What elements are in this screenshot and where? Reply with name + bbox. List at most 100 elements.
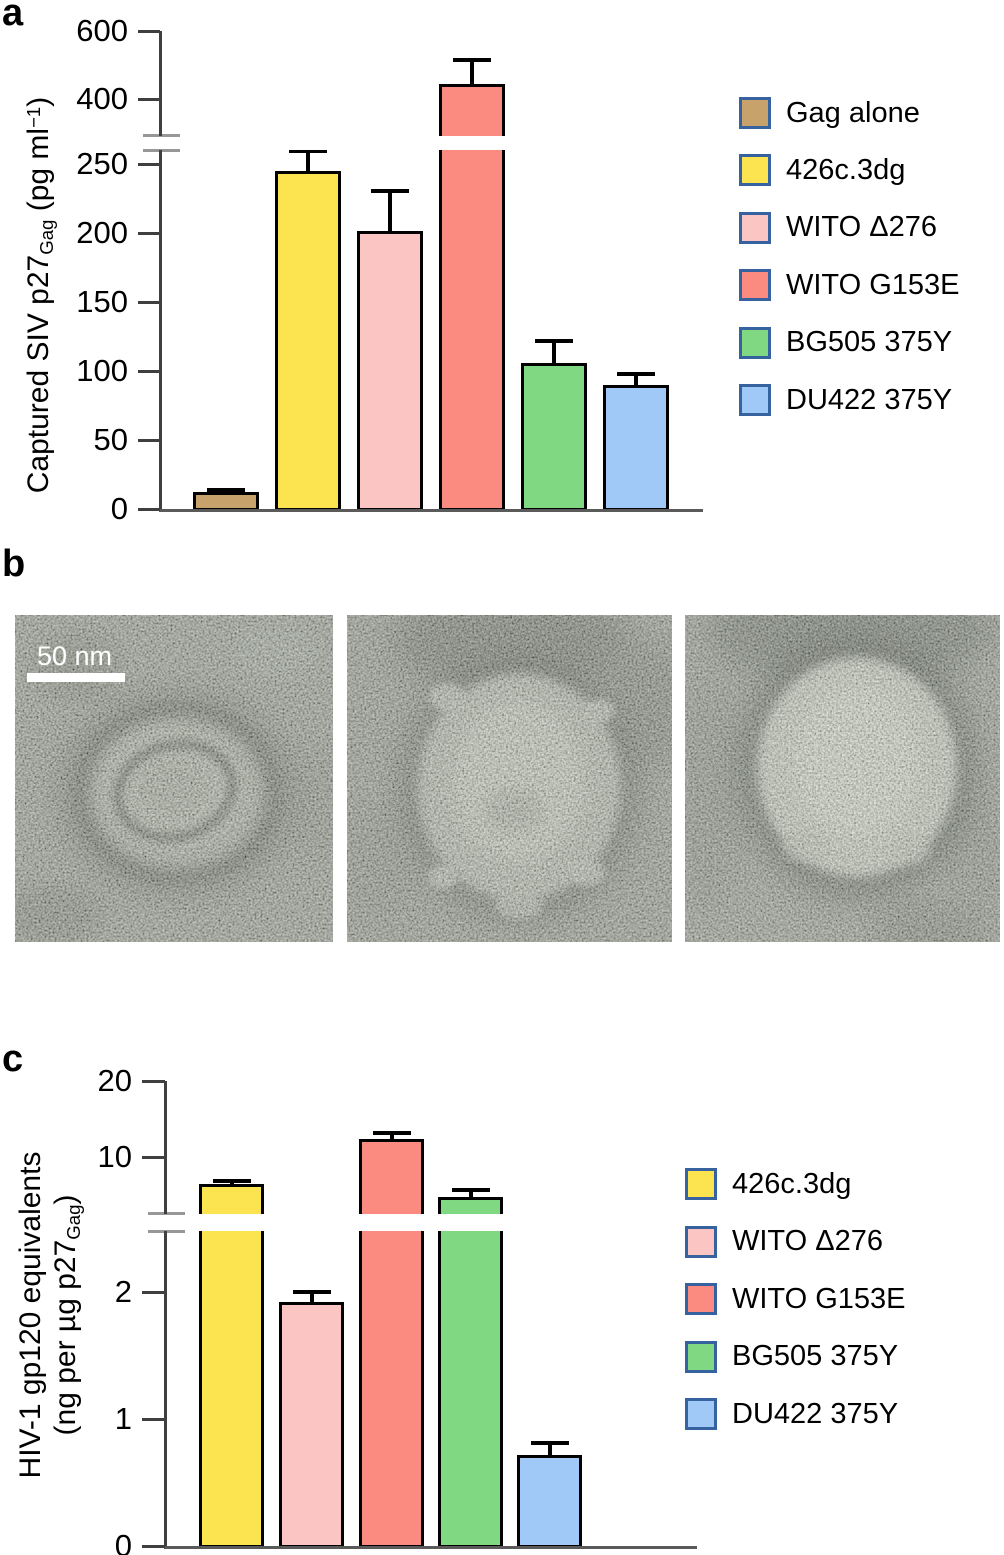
panel-c-y-axis-upper: [164, 1081, 167, 1214]
bar-c-wito-g153e: [359, 1138, 424, 1548]
legend-swatch-du422-375y: [685, 1398, 717, 1430]
panel-c-y-tick-label-20: 20: [97, 1063, 132, 1098]
em-image-tile-3: [685, 615, 1000, 942]
panel-c-y-tick-label-0: 0: [114, 1528, 132, 1555]
panel-a-y-axis-upper: [159, 31, 162, 136]
error-bar-a-wito-276: [388, 191, 392, 234]
panel-a-y-tick-150: [138, 300, 160, 304]
bar-a-bg505-375y: [521, 362, 587, 511]
error-cap-a-426c-3dg: [289, 149, 327, 154]
panel-a-y-tick-label-150: 150: [76, 283, 128, 319]
error-bar-a-du422-375y: [634, 373, 638, 387]
panel-c-y-tick-label-2: 2: [114, 1274, 132, 1310]
scale-bar: [27, 673, 125, 682]
legend-swatch-426c-3dg: [685, 1168, 717, 1200]
error-bar-c-wito-g153e: [389, 1133, 394, 1141]
legend-swatch-wito-g153e: [685, 1283, 717, 1315]
legend-label-wito-276: WITO Δ276: [732, 1225, 883, 1257]
legend-label-wito-276: WITO Δ276: [786, 211, 937, 244]
error-cap-a-gag-alone: [207, 487, 245, 492]
error-cap-a-wito-g153e: [453, 57, 491, 62]
error-cap-c-wito-g153e: [372, 1131, 411, 1136]
error-bar-c-bg505-375y: [468, 1190, 473, 1200]
error-cap-a-wito-276: [371, 189, 409, 194]
panel-a-y-tick-600: [138, 30, 160, 33]
error-bar-a-bg505-375y: [552, 340, 556, 365]
panel-c-y-axis-lower: [164, 1231, 167, 1548]
panel-a-y-tick-label-0: 0: [110, 491, 128, 526]
panel-c-y-tick-1: [142, 1418, 165, 1422]
error-bar-c-426c-3dg: [229, 1181, 234, 1186]
bar-c-wito-276: [279, 1302, 344, 1548]
panel-c-y-tick-2: [142, 1291, 165, 1295]
error-cap-a-bg505-375y: [535, 338, 573, 343]
scale-bar-label: 50 nm: [37, 641, 112, 671]
legend-swatch-wito-276: [739, 211, 771, 244]
panel-a-y-tick-label-100: 100: [76, 352, 128, 388]
error-bar-a-426c-3dg: [306, 151, 310, 173]
panel-a-y-tick-label-50: 50: [93, 421, 128, 457]
legend-item-bg505-375y: BG505 375Y: [739, 326, 953, 359]
error-bar-a-gag-alone: [224, 489, 228, 495]
panel-c-y-tick-label-1: 1: [114, 1401, 132, 1437]
bar-c-426c-3dg: [199, 1183, 264, 1548]
panel-a-axis-break-band: [144, 136, 703, 150]
legend-label-426c-3dg: 426c.3dg: [786, 153, 906, 186]
legend-item-wito-276: WITO Δ276: [685, 1225, 883, 1258]
em2-noise-texture: [347, 615, 672, 942]
legend-item-wito-g153e: WITO G153E: [739, 268, 960, 302]
legend-item-426c-3dg: 426c.3dg: [739, 153, 906, 187]
legend-label-bg505-375y: BG505 375Y: [732, 1340, 899, 1372]
bar-c-du422-375y: [517, 1454, 582, 1548]
em1-noise-texture: [15, 615, 333, 942]
error-cap-c-wito-276: [292, 1290, 331, 1295]
error-cap-c-du422-375y: [530, 1441, 569, 1446]
legend-label-426c-3dg: 426c.3dg: [732, 1167, 852, 1200]
panel-a-y-tick-250: [138, 162, 160, 166]
legend-item-du422-375y: DU422 375Y: [739, 384, 952, 416]
legend-swatch-bg505-375y: [739, 326, 771, 359]
panel-a-x-axis: [159, 509, 703, 512]
legend-item-bg505-375y: BG505 375Y: [685, 1340, 899, 1373]
error-bar-a-wito-g153e: [470, 59, 474, 86]
bar-a-du422-375y: [603, 384, 669, 511]
panel-c-y-tick-0: [142, 1545, 165, 1548]
legend-swatch-426c-3dg: [739, 154, 771, 187]
bar-a-wito-g153e: [439, 83, 505, 511]
legend-swatch-wito-276: [685, 1225, 717, 1258]
error-cap-a-du422-375y: [617, 371, 655, 376]
em-image-tile-1: 50 nm: [15, 615, 333, 942]
error-bar-c-du422-375y: [547, 1443, 552, 1457]
em-image-tile-2: [347, 615, 672, 942]
panel-a-y-tick-200: [138, 231, 160, 235]
legend-item-wito-g153e: WITO G153E: [685, 1283, 906, 1315]
panel-c-x-axis: [164, 1546, 697, 1549]
legend-label-bg505-375y: BG505 375Y: [786, 326, 953, 359]
panel-a-y-tick-label-250: 250: [76, 145, 128, 181]
error-cap-c-426c-3dg: [212, 1179, 251, 1184]
legend-swatch-wito-g153e: [739, 269, 771, 302]
bar-a-wito-276: [357, 231, 423, 511]
legend-label-wito-g153e: WITO G153E: [786, 268, 960, 301]
panel-a-y-tick-label-400: 400: [76, 81, 128, 116]
em3-noise-texture: [685, 615, 1000, 942]
legend-item-du422-375y: DU422 375Y: [685, 1398, 898, 1430]
panel-c-y-tick-20: [142, 1080, 165, 1083]
panel-a-y-tick-400: [138, 98, 160, 101]
legend-label-du422-375y: DU422 375Y: [732, 1397, 899, 1430]
legend-item-426c-3dg: 426c.3dg: [685, 1168, 851, 1200]
legend-label-gag-alone: Gag alone: [786, 96, 920, 129]
panel-a-y-tick-100: [138, 369, 160, 373]
panel-a-y-tick-label-200: 200: [76, 214, 128, 250]
error-bar-c-wito-276: [309, 1292, 314, 1305]
panel-a-y-tick-label-600: 600: [76, 13, 128, 48]
legend-item-gag-alone: Gag alone: [739, 97, 920, 129]
legend-swatch-du422-375y: [739, 384, 771, 416]
bar-c-bg505-375y: [438, 1197, 503, 1548]
panel-c-y-tick-10: [142, 1156, 165, 1159]
panel-c-label: c: [2, 1038, 24, 1080]
legend-label-du422-375y: DU422 375Y: [786, 383, 953, 416]
legend-label-wito-g153e: WITO G153E: [732, 1282, 906, 1315]
panel-a-label: a: [2, 0, 24, 34]
